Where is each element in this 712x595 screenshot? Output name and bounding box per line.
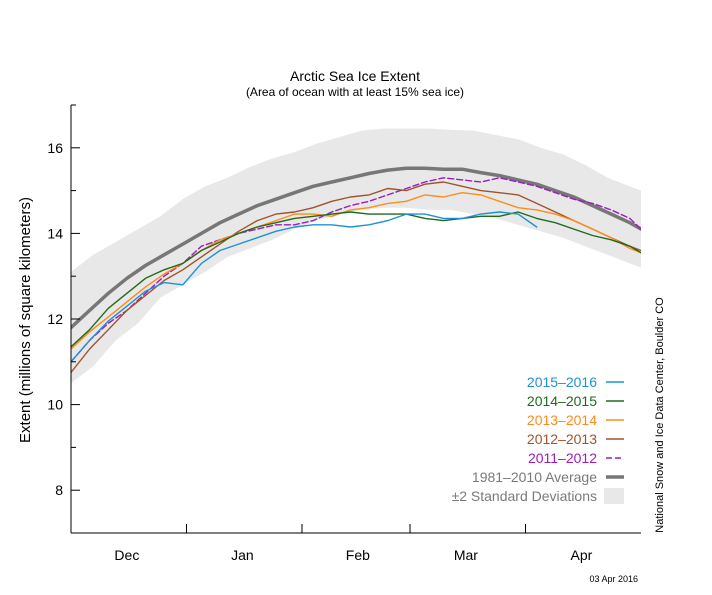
legend-label: 2015–2016 (527, 374, 597, 390)
legend-label: 1981–2010 Average (472, 469, 597, 485)
y-tick-label: 10 (47, 397, 63, 413)
series-line-1981-2010-average (71, 166, 641, 330)
plot-area: 8 10 12 14 16 Dec Jan Feb Mar Apr (47, 104, 641, 563)
legend-label: 2014–2015 (527, 393, 597, 409)
x-tick-label: Mar (454, 547, 478, 563)
y-axis-label: Extent (millions of square kilometers) (17, 197, 34, 443)
x-tick-label: Apr (570, 547, 592, 563)
legend-label: 2011–2012 (528, 450, 597, 466)
source-credit: National Snow and Ice Data Center, Bould… (654, 297, 666, 533)
y-tick-label: 12 (47, 311, 63, 327)
y-tick-label: 14 (47, 225, 63, 241)
legend: 2015–2016 2014–2015 2013–2014 2012–2013 2011… (452, 374, 624, 504)
series-line-2012-2013 (71, 181, 641, 374)
legend-label: ±2 Standard Deviations (452, 488, 597, 504)
legend-swatch (604, 488, 624, 504)
chart-subtitle: (Area of ocean with at least 15% sea ice… (246, 85, 464, 99)
series-line-2011-2012 (71, 177, 641, 363)
legend-label: 2013–2014 (527, 412, 597, 428)
x-tick-label: Feb (346, 547, 370, 563)
series-line-2015-2016 (71, 211, 538, 363)
series-line-2014-2015 (71, 211, 641, 348)
series-line-2013-2014 (71, 192, 641, 350)
y-tick-label: 8 (55, 482, 63, 498)
date-stamp: 03 Apr 2016 (589, 574, 638, 584)
x-tick-label: Dec (114, 547, 139, 563)
x-tick-label: Jan (231, 547, 254, 563)
chart-title: Arctic Sea Ice Extent (290, 68, 420, 84)
std-dev-band (71, 128, 641, 384)
legend-label: 2012–2013 (527, 431, 597, 447)
y-tick-label: 16 (47, 140, 63, 156)
